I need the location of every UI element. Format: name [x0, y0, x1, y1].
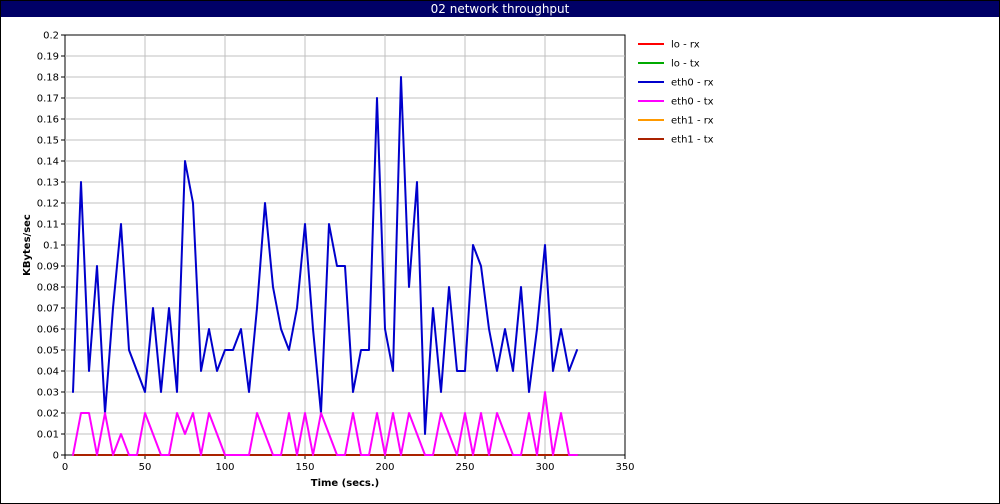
x-tick-label: 200	[375, 462, 394, 473]
y-tick-label: 0	[53, 451, 59, 462]
y-tick-label: 0.2	[43, 31, 59, 42]
window-title: 02 network throughput	[1, 1, 999, 17]
legend-label: eth1 - tx	[671, 135, 714, 146]
y-tick-label: 0.17	[37, 94, 59, 105]
y-tick-label: 0.02	[37, 409, 59, 420]
x-tick-label: 100	[215, 462, 234, 473]
y-tick-label: 0.16	[37, 115, 59, 126]
y-tick-label: 0.13	[37, 178, 59, 189]
x-tick-label: 0	[62, 462, 68, 473]
series-line-eth0-rx	[72, 76, 578, 435]
y-tick-label: 0.15	[37, 136, 59, 147]
y-tick-label: 0.19	[37, 52, 59, 63]
series-lines	[72, 76, 578, 456]
legend-label: eth0 - tx	[671, 97, 714, 108]
y-tick-label: 0.09	[37, 262, 59, 273]
y-axis-title: KBytes/sec	[22, 214, 33, 276]
y-tick-label: 0.03	[37, 388, 59, 399]
legend-label: eth0 - rx	[671, 78, 714, 89]
legend-label: lo - rx	[671, 40, 700, 51]
y-tick-label: 0.04	[37, 367, 59, 378]
y-tick-label: 0.12	[37, 199, 59, 210]
y-tick-label: 0.1	[43, 241, 59, 252]
y-tick-label: 0.06	[37, 325, 59, 336]
series-line-eth0-tx	[72, 391, 578, 456]
x-tick-label: 50	[139, 462, 152, 473]
y-tick-label: 0.18	[37, 73, 59, 84]
y-tick-label: 0.07	[37, 304, 59, 315]
y-tick-label: 0.05	[37, 346, 59, 357]
x-tick-label: 250	[455, 462, 474, 473]
y-tick-label: 0.11	[37, 220, 59, 231]
x-tick-label: 150	[295, 462, 314, 473]
x-tick-label: 300	[535, 462, 554, 473]
legend-label: eth1 - rx	[671, 116, 714, 127]
x-axis-title: Time (secs.)	[311, 478, 380, 489]
y-tick-label: 0.01	[37, 430, 59, 441]
y-tick-label: 0.08	[37, 283, 59, 294]
y-tick-label: 0.14	[37, 157, 59, 168]
legend: lo - rx lo - tx eth0 - rx eth0 - tx eth1 - r…	[638, 40, 714, 146]
legend-label: lo - tx	[671, 59, 700, 70]
axes: 0 0.01 0.02 0.03 0.04 0.05 0.06 0.07 0.08 0.09 0.1…	[37, 31, 635, 474]
grid-lines	[65, 35, 625, 455]
x-tick-label: 350	[615, 462, 634, 473]
